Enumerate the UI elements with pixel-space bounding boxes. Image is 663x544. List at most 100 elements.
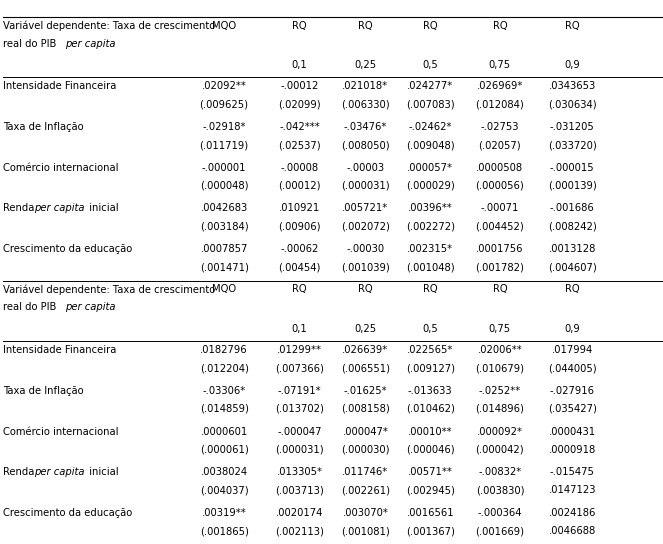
Text: (.009625): (.009625) <box>200 99 249 109</box>
Text: (.004607): (.004607) <box>548 262 597 273</box>
Text: 0,1: 0,1 <box>292 324 308 334</box>
Text: .010921: .010921 <box>279 203 320 213</box>
Text: RQ: RQ <box>565 21 579 30</box>
Text: (.044005): (.044005) <box>548 363 597 373</box>
Text: .024277*: .024277* <box>407 81 453 91</box>
Text: .011746*: .011746* <box>342 467 389 477</box>
Text: (.000042): (.000042) <box>475 444 524 455</box>
Text: .0007857: .0007857 <box>200 244 248 254</box>
Text: 0,9: 0,9 <box>564 324 580 334</box>
Text: .00010**: .00010** <box>408 426 453 436</box>
Text: 0,75: 0,75 <box>489 60 511 70</box>
Text: (.014859): (.014859) <box>200 404 249 414</box>
Text: (.000046): (.000046) <box>406 444 455 455</box>
Text: (.012204): (.012204) <box>200 363 249 373</box>
Text: Crescimento da educação: Crescimento da educação <box>3 508 133 518</box>
Text: (.007366): (.007366) <box>275 363 324 373</box>
Text: 0,1: 0,1 <box>292 60 308 70</box>
Text: -.031205: -.031205 <box>550 122 595 132</box>
Text: -.000015: -.000015 <box>550 163 595 173</box>
Text: (.011719): (.011719) <box>200 140 249 150</box>
Text: Intensidade Financeira: Intensidade Financeira <box>3 81 117 91</box>
Text: RQ: RQ <box>292 285 307 294</box>
Text: Renda: Renda <box>3 203 38 213</box>
Text: (.006551): (.006551) <box>341 363 390 373</box>
Text: (.009048): (.009048) <box>406 140 455 150</box>
Text: -.03476*: -.03476* <box>343 122 387 132</box>
Text: (.00454): (.00454) <box>278 262 321 273</box>
Text: (.006330): (.006330) <box>341 99 390 109</box>
Text: (.001669): (.001669) <box>475 526 524 536</box>
Text: (.030634): (.030634) <box>548 99 597 109</box>
Text: (.008242): (.008242) <box>548 221 597 232</box>
Text: .013305*: .013305* <box>276 467 323 477</box>
Text: Intensidade Financeira: Intensidade Financeira <box>3 345 117 355</box>
Text: .0182796: .0182796 <box>200 345 248 355</box>
Text: .0343653: .0343653 <box>548 81 596 91</box>
Text: -.027916: -.027916 <box>550 386 595 396</box>
Text: RQ: RQ <box>493 285 507 294</box>
Text: (.00012): (.00012) <box>278 181 321 191</box>
Text: .0038024: .0038024 <box>200 467 248 477</box>
Text: .00571**: .00571** <box>408 467 453 477</box>
Text: -.00062: -.00062 <box>280 244 319 254</box>
Text: -.042***: -.042*** <box>279 122 320 132</box>
Text: real do PIB: real do PIB <box>3 39 60 49</box>
Text: (.000048): (.000048) <box>200 181 249 191</box>
Text: (.009127): (.009127) <box>406 363 455 373</box>
Text: RQ: RQ <box>358 285 373 294</box>
Text: (.02099): (.02099) <box>278 99 321 109</box>
Text: 0,5: 0,5 <box>422 324 438 334</box>
Text: .02092**: .02092** <box>202 81 247 91</box>
Text: .0024186: .0024186 <box>548 508 596 518</box>
Text: (.000030): (.000030) <box>341 444 390 455</box>
Text: Comércio internacional: Comércio internacional <box>3 426 119 436</box>
Text: .0000508: .0000508 <box>476 163 524 173</box>
Text: (.000031): (.000031) <box>275 444 324 455</box>
Text: -.000364: -.000364 <box>477 508 522 518</box>
Text: MQO: MQO <box>212 21 236 30</box>
Text: (.012084): (.012084) <box>475 99 524 109</box>
Text: .0000431: .0000431 <box>548 426 596 436</box>
Text: .0147123: .0147123 <box>548 485 596 496</box>
Text: .0013128: .0013128 <box>548 244 596 254</box>
Text: Taxa de Inflação: Taxa de Inflação <box>3 386 84 396</box>
Text: (.001782): (.001782) <box>475 262 524 273</box>
Text: .0046688: .0046688 <box>548 526 596 536</box>
Text: .0000918: .0000918 <box>548 444 596 455</box>
Text: -.02753: -.02753 <box>481 122 519 132</box>
Text: (.033720): (.033720) <box>548 140 597 150</box>
Text: (.002272): (.002272) <box>406 221 455 232</box>
Text: .026969*: .026969* <box>477 81 523 91</box>
Text: (.013702): (.013702) <box>275 404 324 414</box>
Text: (.008158): (.008158) <box>341 404 390 414</box>
Text: .0020174: .0020174 <box>276 508 324 518</box>
Text: (.014896): (.014896) <box>475 404 524 414</box>
Text: inicial: inicial <box>86 467 119 477</box>
Text: Variável dependente: Taxa de crescimento: Variável dependente: Taxa de crescimento <box>3 21 215 31</box>
Text: Crescimento da educação: Crescimento da educação <box>3 244 133 254</box>
Text: 0,9: 0,9 <box>564 60 580 70</box>
Text: (.008050): (.008050) <box>341 140 390 150</box>
Text: 0,75: 0,75 <box>489 324 511 334</box>
Text: inicial: inicial <box>86 203 119 213</box>
Text: .022565*: .022565* <box>407 345 453 355</box>
Text: .00319**: .00319** <box>202 508 247 518</box>
Text: (.002072): (.002072) <box>341 221 390 232</box>
Text: -.07191*: -.07191* <box>278 386 322 396</box>
Text: (.003713): (.003713) <box>275 485 324 496</box>
Text: (.001081): (.001081) <box>341 526 390 536</box>
Text: -.00003: -.00003 <box>346 163 385 173</box>
Text: Renda: Renda <box>3 467 38 477</box>
Text: -.000047: -.000047 <box>277 426 322 436</box>
Text: 0,25: 0,25 <box>354 324 377 334</box>
Text: -.000001: -.000001 <box>202 163 247 173</box>
Text: (.02537): (.02537) <box>278 140 321 150</box>
Text: (.007083): (.007083) <box>406 99 455 109</box>
Text: RQ: RQ <box>423 285 438 294</box>
Text: .003070*: .003070* <box>342 508 389 518</box>
Text: 0,25: 0,25 <box>354 60 377 70</box>
Text: (.010679): (.010679) <box>475 363 524 373</box>
Text: -.01625*: -.01625* <box>343 386 387 396</box>
Text: Variável dependente: Taxa de crescimento: Variável dependente: Taxa de crescimento <box>3 285 215 295</box>
